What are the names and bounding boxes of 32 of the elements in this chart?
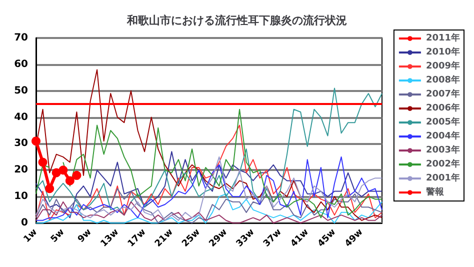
legend-label: 警報 [424,186,445,198]
legend-label: 2001年 [426,172,460,184]
x-tick-label: 5w [49,227,67,245]
legend-label: 2010年 [426,46,460,58]
y-tick-label: 70 [14,32,28,44]
legend-label: 2006年 [426,102,460,114]
chart-title: 和歌山市における流行性耳下腺炎の流行状況 [126,14,347,27]
y-tick-label: 50 [14,85,28,96]
point [38,158,48,167]
legend-label: 2011年 [426,32,460,44]
point [65,176,74,186]
legend-label: 2003年 [426,144,460,156]
x-tick-label: 1w [22,227,40,245]
legend-label: 2008年 [426,74,460,86]
legend-label: 2007年 [426,88,460,100]
y-tick-label: 10 [14,191,28,202]
point [58,166,68,175]
y-tick-label: 20 [14,164,28,176]
legend-label: 2009年 [426,60,460,72]
y-tick-label: 0 [21,218,28,228]
legend-label: 2005年 [426,116,460,128]
legend-label: 2002年 [426,158,460,170]
y-tick-label: 40 [14,112,28,123]
point [32,136,40,146]
x-tick-label: 9w [76,227,94,245]
line-series [36,124,382,221]
y-tick-label: 60 [14,58,28,70]
legend-label: 2004年 [426,130,460,142]
line-series [36,88,382,216]
point [72,170,82,180]
point [45,184,54,194]
y-tick-label: 30 [14,138,28,150]
